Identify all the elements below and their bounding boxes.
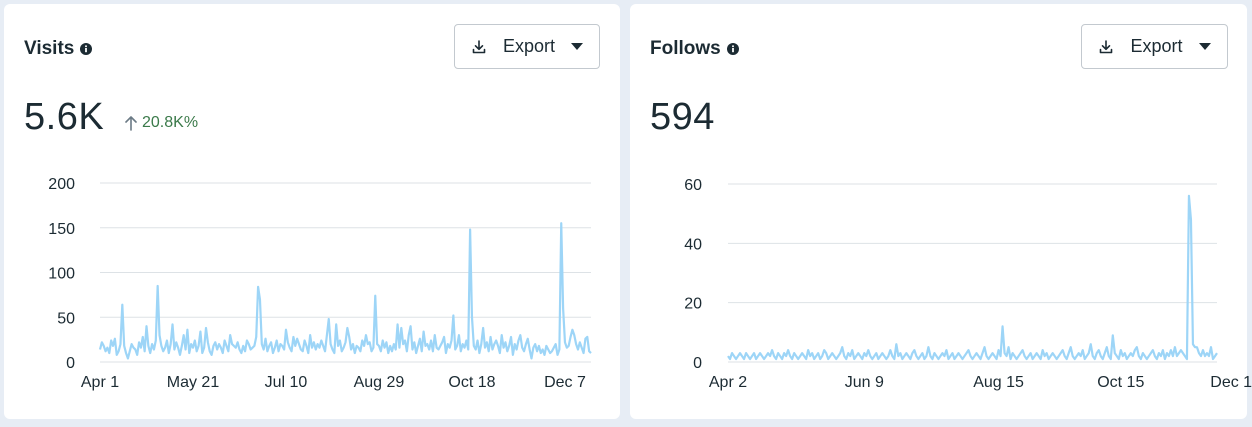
follows-x-tick-label: Apr 2 [709, 374, 747, 391]
visits-x-tick-label: Aug 29 [354, 374, 405, 391]
visits-x-tick-label: May 21 [167, 374, 220, 391]
follows-line-chart: 0 20 40 60 Apr 2 Jun 9 Aug 15 Oct 15 Dec 11 [684, 177, 1252, 391]
follows-y-tick-label: 40 [684, 236, 702, 253]
visits-export-button[interactable]: Export [454, 24, 600, 69]
arrow-up-icon [125, 116, 137, 131]
follows-x-tick-label: Dec 11 [1210, 374, 1252, 391]
caret-down-icon [571, 42, 583, 50]
visits-card: Visits Export 5.6K 20.8K% 0 50 100 150 200 Ap… [4, 4, 620, 419]
follows-x-tick-label: Aug 15 [973, 374, 1024, 391]
visits-line-chart: 0 50 100 150 200 Apr 1 May 21 Jul 10 Aug 29 Oct 1… [48, 176, 592, 391]
follows-x-tick-label: Oct 15 [1097, 374, 1144, 391]
info-icon[interactable] [726, 43, 739, 55]
follows-title: Follows [650, 38, 739, 60]
visits-delta-value: 20.8K% [142, 114, 199, 131]
visits-x-tick-label: Dec 7 [544, 374, 586, 391]
follows-x-tick-label: Jun 9 [845, 374, 884, 391]
visits-y-tick-label: 100 [48, 266, 75, 283]
info-icon[interactable] [80, 43, 93, 55]
follows-card: Follows Export 594 0 20 40 60 Apr 2 Jun 9 Aug … [630, 4, 1252, 419]
visits-delta: 20.8K% [124, 114, 198, 132]
visits-y-tick-label: 200 [48, 176, 75, 193]
visits-export-label: Export [502, 36, 556, 56]
download-icon [472, 39, 486, 53]
visits-series-line [98, 222, 592, 360]
visits-y-tick-label: 50 [57, 310, 75, 327]
follows-y-tick-label: 0 [693, 355, 702, 372]
visits-y-tick-label: 0 [66, 355, 75, 372]
visits-total: 5.6K [24, 96, 105, 138]
follows-total: 594 [650, 96, 715, 138]
visits-title: Visits [24, 38, 93, 60]
follows-export-label: Export [1130, 36, 1183, 56]
follows-series-line [727, 194, 1218, 361]
visits-x-tick-label: Apr 1 [81, 374, 119, 391]
follows-y-tick-label: 20 [684, 296, 702, 313]
follows-export-button[interactable]: Export [1081, 24, 1228, 69]
follows-y-tick-label: 60 [684, 177, 702, 194]
visits-x-tick-label: Oct 18 [448, 374, 495, 391]
follows-title-text: Follows [650, 38, 721, 59]
visits-y-tick-label: 150 [48, 221, 75, 238]
caret-down-icon [1199, 42, 1211, 50]
visits-title-text: Visits [24, 38, 75, 59]
download-icon [1099, 39, 1113, 53]
visits-x-tick-label: Jul 10 [265, 374, 308, 391]
